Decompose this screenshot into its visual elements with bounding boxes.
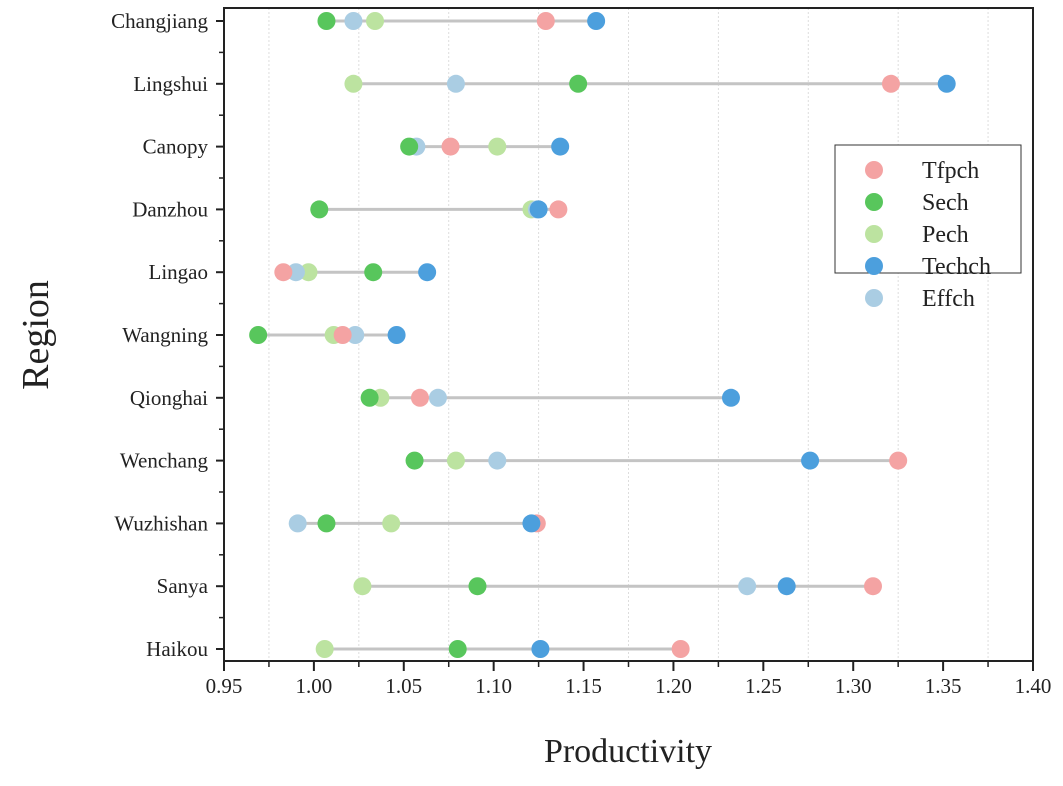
point-effch — [288, 514, 307, 533]
x-tick-label: 1.30 — [835, 674, 872, 698]
y-tick-label: Changjiang — [111, 9, 208, 33]
point-effch — [344, 12, 363, 30]
point-sech — [569, 74, 588, 93]
y-tick-label: Danzhou — [132, 197, 208, 221]
point-techch — [551, 137, 570, 156]
point-sech — [317, 514, 336, 533]
x-tick-label: 1.35 — [925, 674, 962, 698]
x-tick-label: 1.00 — [296, 674, 333, 698]
legend-marker-techch — [865, 257, 883, 275]
point-techch — [531, 640, 550, 658]
y-tick-label: Lingshui — [133, 72, 208, 96]
y-tick-label: Canopy — [143, 135, 209, 159]
point-tfpch — [671, 640, 690, 658]
point-sech — [317, 12, 336, 30]
legend-label: Effch — [922, 286, 975, 312]
x-tick-label: 1.20 — [655, 674, 692, 698]
y-tick-label: Wuzhishan — [114, 511, 208, 535]
point-sech — [360, 388, 379, 407]
point-effch — [428, 388, 447, 407]
point-sech — [364, 263, 383, 282]
y-axis-label: Region — [15, 280, 57, 390]
point-tfpch — [410, 388, 429, 407]
point-sech — [405, 451, 424, 470]
point-tfpch — [863, 577, 882, 596]
y-tick-label: Sanya — [157, 574, 209, 598]
point-tfpch — [441, 137, 460, 156]
x-tick-label: 1.05 — [385, 674, 422, 698]
point-tfpch — [881, 74, 900, 93]
x-tick-label: 1.15 — [565, 674, 602, 698]
point-effch — [346, 326, 365, 344]
point-pech — [344, 74, 363, 93]
y-tick-label: Haikou — [146, 637, 208, 661]
legend-marker-tfpch — [865, 161, 883, 179]
x-tick-label: 1.40 — [1015, 674, 1052, 698]
x-tick-label: 0.95 — [206, 674, 243, 698]
legend-label: Techch — [922, 254, 991, 280]
legend-marker-pech — [865, 225, 883, 243]
y-tick-label: Lingao — [149, 260, 208, 284]
point-pech — [446, 451, 465, 470]
point-pech — [299, 263, 318, 282]
point-sech — [468, 577, 487, 596]
point-sech — [400, 137, 419, 156]
point-sech — [249, 326, 268, 344]
point-effch — [488, 451, 507, 470]
x-tick-label: 1.25 — [745, 674, 782, 698]
point-tfpch — [889, 451, 908, 470]
point-tfpch — [333, 326, 352, 344]
point-pech — [353, 577, 372, 596]
point-tfpch — [549, 200, 568, 219]
y-tick-label: Wenchang — [120, 449, 209, 473]
grid — [268, 8, 989, 661]
legend-label: Tfpch — [922, 158, 979, 184]
data-points — [249, 12, 956, 658]
point-techch — [529, 200, 548, 219]
point-techch — [777, 577, 796, 596]
point-techch — [387, 326, 406, 344]
point-pech — [315, 640, 334, 658]
y-tick-label: Wangning — [122, 323, 208, 347]
point-techch — [801, 451, 820, 470]
point-techch — [587, 12, 606, 30]
point-techch — [937, 74, 956, 93]
legend-label: Pech — [922, 222, 969, 248]
point-pech — [488, 137, 507, 156]
point-tfpch — [536, 12, 555, 30]
point-effch — [738, 577, 757, 596]
point-sech — [310, 200, 329, 219]
x-tick-label: 1.10 — [475, 674, 512, 698]
legend-label: Sech — [922, 190, 969, 216]
point-techch — [522, 514, 541, 533]
point-techch — [721, 388, 740, 407]
x-axis-label: Productivity — [544, 733, 712, 770]
point-pech — [366, 12, 385, 30]
legend-marker-effch — [865, 289, 883, 307]
y-tick-label: Qionghai — [130, 386, 208, 410]
point-effch — [286, 263, 305, 282]
legend-marker-sech — [865, 193, 883, 211]
point-effch — [446, 74, 465, 93]
point-tfpch — [274, 263, 293, 282]
point-pech — [382, 514, 401, 533]
legend: Tfpch Sech Pech Techch Effch — [834, 144, 1022, 312]
point-sech — [448, 640, 467, 658]
y-axis: Changjiang Lingshui Canopy Danzhou Lingao Wan… — [111, 9, 224, 661]
point-techch — [418, 263, 437, 282]
x-axis: 0.95 1.00 1.05 1.10 1.15 1.20 1.25 1.30 1.35 1.40 — [206, 661, 1052, 698]
